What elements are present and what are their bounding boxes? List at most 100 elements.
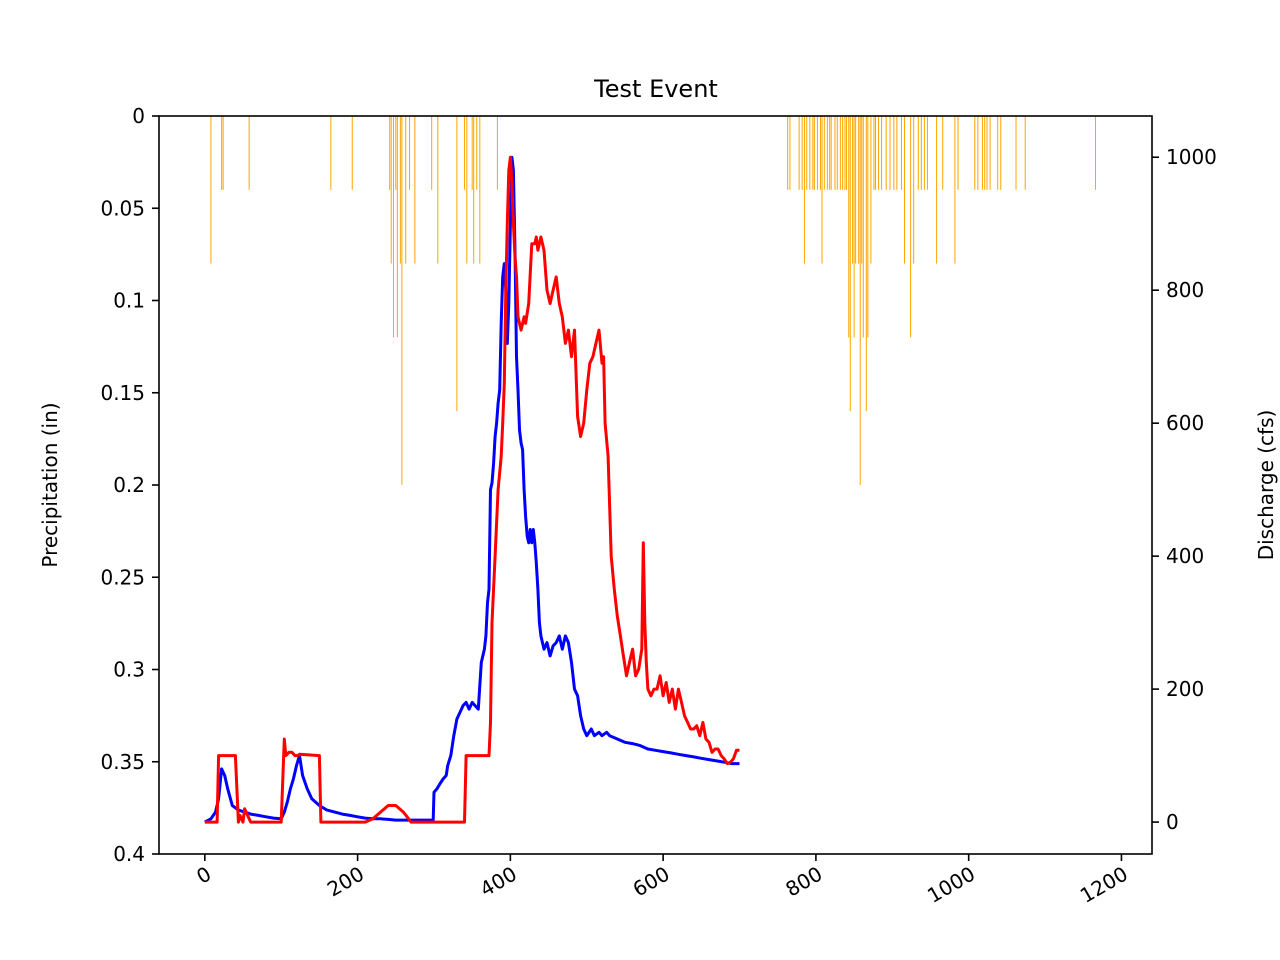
y-left-tick-label: 0.3: [113, 658, 145, 682]
precip-bar: [862, 116, 864, 338]
precip-bar: [395, 116, 397, 190]
precip-bar: [900, 116, 902, 190]
y-left-tick-label: 0.35: [100, 750, 145, 774]
y-left-tick-label: 0.25: [100, 565, 145, 589]
precip-bar: [390, 116, 392, 264]
precip-bar: [861, 116, 863, 264]
precip-bar: [389, 116, 391, 190]
precip-bar: [873, 116, 875, 190]
series-line-2: [204, 155, 740, 824]
y-axis-left: 0 0.05 0.1 0.15 0.2 0.25 0.3 0.35 0.4: [100, 104, 159, 866]
precip-bar: [210, 116, 212, 264]
precip-bar: [893, 116, 895, 190]
precip-bar: [456, 116, 458, 412]
precip-bar: [997, 116, 999, 190]
precip-bar: [858, 116, 860, 264]
precip-bar: [920, 116, 922, 190]
precip-bar: [222, 116, 224, 190]
y-left-tick-label: 0.05: [100, 196, 145, 220]
precip-bar: [836, 116, 838, 190]
precip-bar: [839, 116, 841, 190]
precip-bar: [849, 116, 851, 412]
y-left-tick-label: 0.4: [113, 842, 145, 866]
precip-bar: [870, 116, 872, 264]
precip-bar: [1094, 116, 1096, 190]
precip-bar: [1024, 116, 1026, 190]
precip-bar: [399, 116, 401, 264]
precip-bar: [865, 116, 867, 412]
precip-bar: [437, 116, 439, 264]
precip-bar: [845, 116, 847, 190]
precip-bar: [821, 116, 823, 264]
precip-bar: [885, 116, 887, 190]
y-left-tick-label: 0: [132, 104, 145, 128]
y-right-tick-label: 800: [1166, 278, 1204, 302]
y-left-tick-label: 0.15: [100, 381, 145, 405]
precip-bar: [844, 116, 846, 190]
y-axis-right-title: Discharge (cfs): [1254, 410, 1278, 561]
precip-bar: [913, 116, 915, 264]
precip-bar: [848, 116, 850, 338]
precip-bar: [823, 116, 825, 190]
precip-bar: [889, 116, 891, 190]
precip-bar: [942, 116, 944, 190]
precip-bar: [464, 116, 466, 190]
precip-bar: [351, 116, 353, 190]
precip-bar: [473, 116, 475, 264]
precip-bar: [813, 116, 815, 190]
precip-bar: [974, 116, 976, 190]
precip-bar: [1015, 116, 1017, 190]
precip-bar: [829, 116, 831, 190]
precip-bar: [409, 116, 411, 190]
precip-bar: [396, 116, 398, 338]
precip-bar: [896, 116, 898, 190]
series-line-1: [204, 155, 740, 824]
precip-bar: [830, 116, 832, 190]
precip-bar: [801, 116, 803, 190]
precip-bar: [910, 116, 912, 338]
chart-title: Test Event: [593, 75, 718, 103]
precip-bar: [221, 116, 223, 190]
precip-bar: [826, 116, 828, 190]
precip-bar: [853, 116, 855, 338]
y-left-tick-label: 0.1: [113, 289, 145, 313]
precip-bar: [881, 116, 883, 190]
precip-bar: [816, 116, 818, 190]
precip-bar: [393, 116, 395, 338]
precip-bar: [414, 116, 416, 264]
precip-bar: [917, 116, 919, 190]
precip-bar: [496, 116, 498, 190]
precip-bar: [923, 116, 925, 190]
y-left-tick-label: 0.2: [113, 473, 145, 497]
precip-bar: [806, 116, 808, 190]
y-right-tick-label: 0: [1166, 810, 1179, 834]
precip-bar: [989, 116, 991, 190]
precip-bar: [809, 116, 811, 190]
y-right-tick-label: 200: [1166, 677, 1204, 701]
y-axis-left-title: Precipitation (in): [38, 402, 62, 567]
y-axis-right: 0 200 400 600 800 1000: [1152, 145, 1217, 834]
precip-bar: [842, 116, 844, 190]
precip-bar: [867, 116, 869, 338]
precip-bar: [954, 116, 956, 264]
precip-bar: [819, 116, 821, 190]
precip-bar: [798, 116, 800, 190]
discharge-series: [204, 155, 740, 824]
precip-bar: [405, 116, 407, 264]
precip-bar: [936, 116, 938, 264]
precipitation-bars: [210, 116, 1096, 485]
precip-bar: [803, 116, 805, 264]
precip-bar: [431, 116, 433, 190]
precip-bar: [904, 116, 906, 264]
precip-bar: [401, 116, 403, 485]
precip-bar: [248, 116, 250, 190]
precip-bar: [878, 116, 880, 190]
precip-bar: [874, 116, 876, 190]
precip-bar: [984, 116, 986, 190]
y-right-tick-label: 1000: [1166, 145, 1217, 169]
precip-bar: [812, 116, 814, 190]
precip-bar: [957, 116, 959, 190]
precip-bar: [926, 116, 928, 190]
